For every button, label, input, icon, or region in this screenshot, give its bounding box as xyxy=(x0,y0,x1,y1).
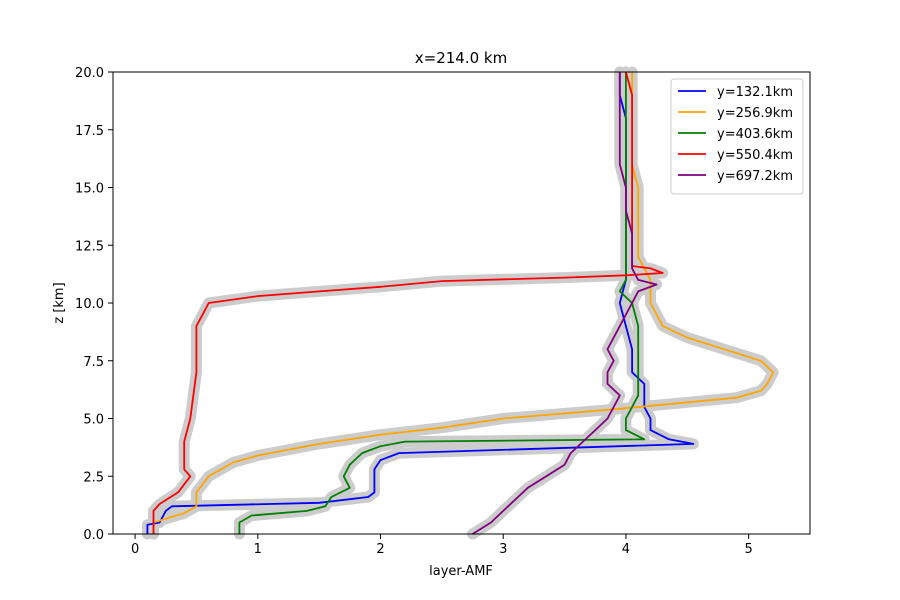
series-lines xyxy=(146,71,775,535)
series-line-3 xyxy=(238,72,646,534)
x-axis-ticks: 0 1 2 3 4 5 xyxy=(131,534,753,557)
series-line-2 xyxy=(152,72,775,534)
legend-label-5: y=697.2km xyxy=(717,169,793,184)
y-tick-label: 10.0 xyxy=(75,297,104,312)
x-tick-label: 3 xyxy=(499,542,507,557)
uncertainty-band-3 xyxy=(233,66,650,540)
legend-label-3: y=403.6km xyxy=(717,127,793,142)
legend-box xyxy=(670,78,804,195)
legend-label-2: y=256.9km xyxy=(717,106,793,121)
x-axis-label: layer-AMF xyxy=(429,564,493,579)
series-line-4 xyxy=(152,71,664,534)
y-tick-label: 17.5 xyxy=(75,124,104,139)
y-axis-ticks: 0.0 2.5 5.0 7.5 10.0 12.5 15.0 17.5 20.0 xyxy=(75,66,113,543)
series-line-5 xyxy=(472,72,658,535)
y-tick-label: 0.0 xyxy=(83,528,104,543)
x-tick-label: 1 xyxy=(254,542,262,557)
y-tick-label: 12.5 xyxy=(75,239,104,254)
x-tick-label: 2 xyxy=(376,542,384,557)
y-tick-label: 7.5 xyxy=(83,355,104,370)
chart-title: x=214.0 km xyxy=(415,49,507,67)
y-tick-label: 5.0 xyxy=(83,413,104,428)
y-tick-label: 2.5 xyxy=(83,470,104,485)
x-tick-label: 0 xyxy=(131,542,139,557)
y-tick-label: 15.0 xyxy=(75,182,104,197)
y-tick-label: 20.0 xyxy=(75,66,104,81)
x-tick-label: 5 xyxy=(745,542,753,557)
legend-label-1: y=132.1km xyxy=(717,85,793,100)
y-axis-label: z [km] xyxy=(52,282,67,323)
x-tick-label: 4 xyxy=(622,542,630,557)
legend-label-4: y=550.4km xyxy=(717,148,793,163)
legend: y=132.1km y=256.9km y=403.6km y=550.4km y=69… xyxy=(670,78,804,195)
